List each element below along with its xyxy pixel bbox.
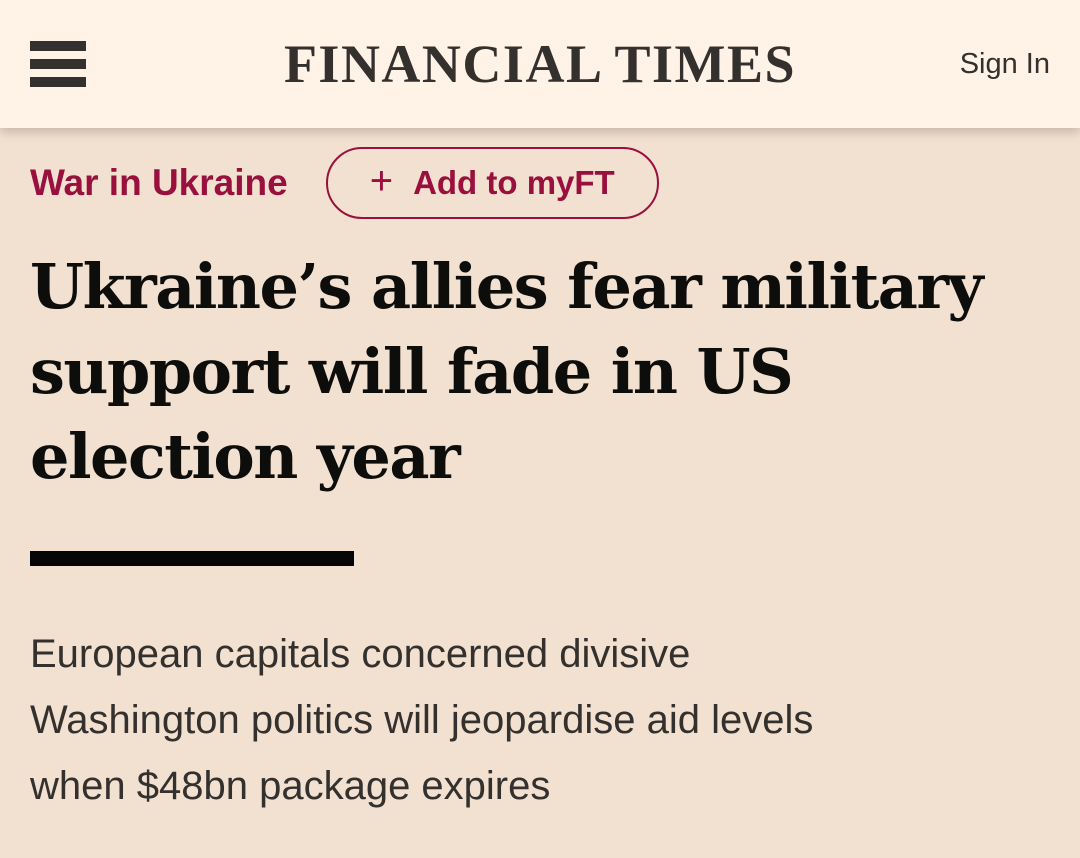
menu-button[interactable] — [30, 41, 86, 87]
app-header: FINANCIAL TIMES Sign In — [0, 0, 1080, 128]
topic-tag-link[interactable]: War in Ukraine — [30, 162, 288, 203]
standfirst-line: European capitals concerned divisive — [30, 632, 691, 676]
headline-line: Ukraine’s allies fear military — [30, 250, 984, 323]
plus-icon: + — [369, 159, 394, 203]
add-to-myft-label: Add to myFT — [413, 164, 615, 201]
hamburger-icon — [30, 77, 86, 87]
headline-line: election year — [30, 420, 461, 493]
hamburger-icon — [30, 41, 86, 51]
article-standfirst: European capitals concerned divisive Was… — [30, 621, 1050, 819]
standfirst-line: when $48bn package expires — [30, 764, 551, 808]
headline-rule — [30, 551, 354, 566]
article-headline: Ukraine’s allies fear military support w… — [30, 244, 1050, 499]
article-content: War in Ukraine + Add to myFT Ukraine’s a… — [0, 146, 1080, 819]
headline-line: support will fade in US — [30, 335, 794, 408]
masthead-title[interactable]: FINANCIAL TIMES — [283, 34, 797, 94]
sign-in-link[interactable]: Sign In — [959, 47, 1050, 80]
topic-bar: War in Ukraine + Add to myFT — [30, 146, 1050, 220]
standfirst-line: Washington politics will jeopardise aid … — [30, 698, 814, 742]
hamburger-icon — [30, 59, 86, 69]
add-to-myft-button[interactable]: + Add to myFT — [325, 147, 659, 219]
